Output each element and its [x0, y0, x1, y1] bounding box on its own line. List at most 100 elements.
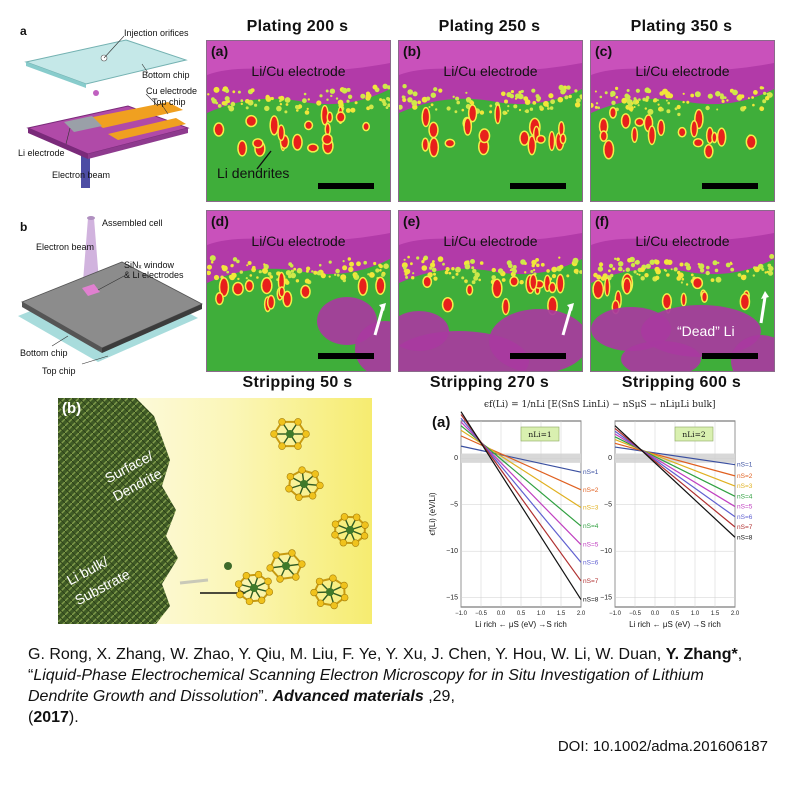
label-electron-beam-a: Electron beam	[52, 170, 111, 180]
scale-bar	[318, 353, 374, 359]
x-tick-label: 0.0	[497, 611, 506, 617]
scale-bar	[702, 183, 758, 189]
series-label: nS=2	[737, 473, 753, 480]
schematic-b-letter: b	[20, 220, 28, 234]
series-line	[460, 445, 582, 473]
chart-letter: (a)	[432, 414, 451, 431]
series-label: nS=3	[737, 483, 753, 490]
y-tick-label: −15	[446, 595, 458, 602]
chip-assembly-drawing	[24, 35, 190, 188]
series-line	[614, 446, 736, 466]
electrode-label: Li/Cu electrode	[635, 233, 730, 249]
x-tick-label: 0.0	[651, 611, 660, 617]
label-cu-electrode: Cu electrode	[146, 86, 198, 96]
series-label: nS=3	[583, 504, 599, 511]
li-s-cluster	[270, 418, 310, 450]
schematic-b: b Assembled cell Electron beam SiNₓ wind…	[18, 206, 208, 386]
citation-title: Liquid-Phase Electrochemical Scanning El…	[28, 667, 704, 705]
panel-letter: (e)	[403, 213, 421, 229]
citation-journal: Advanced materials	[272, 688, 424, 705]
li-s-cluster	[310, 574, 349, 610]
dendrite-label: Li dendrites	[217, 165, 290, 181]
title-stripping-600: Stripping 600 s	[621, 374, 742, 391]
micrograph-panel: (c) Li/Cu electrode	[590, 40, 775, 202]
x-tick-label: 1.5	[557, 611, 566, 617]
scale-bar	[702, 353, 758, 359]
series-label: nS=6	[583, 559, 599, 566]
y-tick-label: 0	[608, 455, 612, 462]
series-label: nS=5	[737, 504, 753, 511]
formation-energy-chart: −1.0 −0.5 0.0 0.5 1.0 1.5 2.0 0 −5 −10 −15 nS=1 nS=2…	[428, 411, 753, 629]
x-tick-label: 1.0	[537, 611, 546, 617]
x-tick-label: 1.0	[691, 611, 700, 617]
citation: G. Rong, X. Zhang, W. Zhao, Y. Qiu, M. L…	[28, 644, 768, 728]
panel-title-box	[520, 426, 560, 442]
x-tick-label: −0.5	[629, 611, 642, 617]
label-li-electrodes: & Li electrodes	[124, 270, 184, 280]
series-line	[614, 425, 736, 538]
x-axis-label: Li rich ← μS (eV) →S rich	[475, 620, 567, 629]
y-tick-label: 0	[454, 455, 458, 462]
x-tick-label: 0.5	[517, 611, 526, 617]
title-plating-350: Plating 350 s	[630, 18, 733, 35]
citation-after-title: ”.	[258, 688, 273, 705]
label-sin-window: SiNₓ window	[124, 260, 174, 270]
citation-authors: G. Rong, X. Zhang, W. Zhao, Y. Qiu, M. L…	[28, 646, 662, 663]
micrograph-panel: (f) Li/Cu electrode “Dead” Li	[590, 210, 775, 372]
x-tick-label: −1.0	[609, 611, 622, 617]
label-bottom-chip-a: Bottom chip	[142, 70, 190, 80]
panel-letter: (f)	[595, 213, 609, 229]
title-stripping-270: Stripping 270 s	[429, 374, 550, 391]
panel-title: nLi=1	[528, 430, 551, 439]
y-axis-label: ϵf(Li) (eV/Li)	[428, 492, 437, 535]
panel-letter: (a)	[211, 43, 229, 59]
chart-formula: ϵf(Li) = 1/nLi [E(SnS LinLi) − nSμS − nL…	[484, 400, 716, 410]
panel-letter: (b)	[403, 43, 421, 59]
panel-title-box	[674, 426, 714, 442]
y-tick-label: −15	[600, 595, 612, 602]
citation-year-open: (	[28, 709, 34, 726]
x-axis-label: Li rich ← μS (eV) →S rich	[629, 620, 721, 629]
label-top-chip-a: Top chip	[152, 97, 186, 107]
x-tick-label: 1.5	[711, 611, 720, 617]
series-label: nS=8	[737, 534, 753, 541]
x-tick-label: 0.5	[671, 611, 680, 617]
y-tick-label: −5	[604, 502, 612, 509]
electrode-label: Li/Cu electrode	[635, 63, 730, 79]
x-tick-label: 2.0	[577, 611, 586, 617]
scale-bar	[318, 183, 374, 189]
electrode-label: Li/Cu electrode	[251, 233, 346, 249]
electrode-label: Li/Cu electrode	[251, 63, 346, 79]
title-stripping-50: Stripping 50 s	[242, 374, 353, 391]
citation-separator: , “	[28, 646, 743, 684]
schematic-a-letter: a	[20, 24, 27, 38]
y-tick-label: −10	[446, 548, 458, 555]
series-label: nS=1	[583, 469, 599, 476]
x-tick-label: 2.0	[731, 611, 740, 617]
scale-bar	[510, 183, 566, 189]
series-label: nS=5	[583, 542, 599, 549]
citation-year-close: ).	[68, 709, 79, 726]
x-tick-label: −1.0	[455, 611, 468, 617]
label-li-electrode: Li electrode	[18, 148, 65, 158]
schematic-a: a Injection orifices Bottom chip Cu elec…	[18, 18, 208, 198]
series-label: nS=4	[737, 493, 753, 500]
micrograph-panel: (e) Li/Cu electrode	[398, 210, 583, 372]
render-letter: (b)	[62, 400, 82, 417]
label-top-chip-b: Top chip	[42, 366, 76, 376]
electrode-label: Li/Cu electrode	[443, 63, 538, 79]
scale-bar	[510, 353, 566, 359]
series-line	[460, 411, 582, 600]
series-line	[614, 442, 736, 477]
li-s-cluster	[234, 570, 274, 606]
electrode-label: Li/Cu electrode	[443, 233, 538, 249]
citation-corresponding-author: Y. Zhang*	[665, 646, 738, 663]
series-label: nS=2	[583, 487, 599, 494]
series-label: nS=4	[583, 523, 599, 530]
x-tick-label: −0.5	[475, 611, 488, 617]
series-line	[460, 435, 582, 491]
panel-title: nLi=2	[682, 430, 705, 439]
panel-letter: (d)	[211, 213, 229, 229]
dendrite-render: Surface/ Dendrite Li bulk/ Substrate (b)	[58, 398, 372, 624]
title-plating-250: Plating 250 s	[438, 18, 541, 35]
